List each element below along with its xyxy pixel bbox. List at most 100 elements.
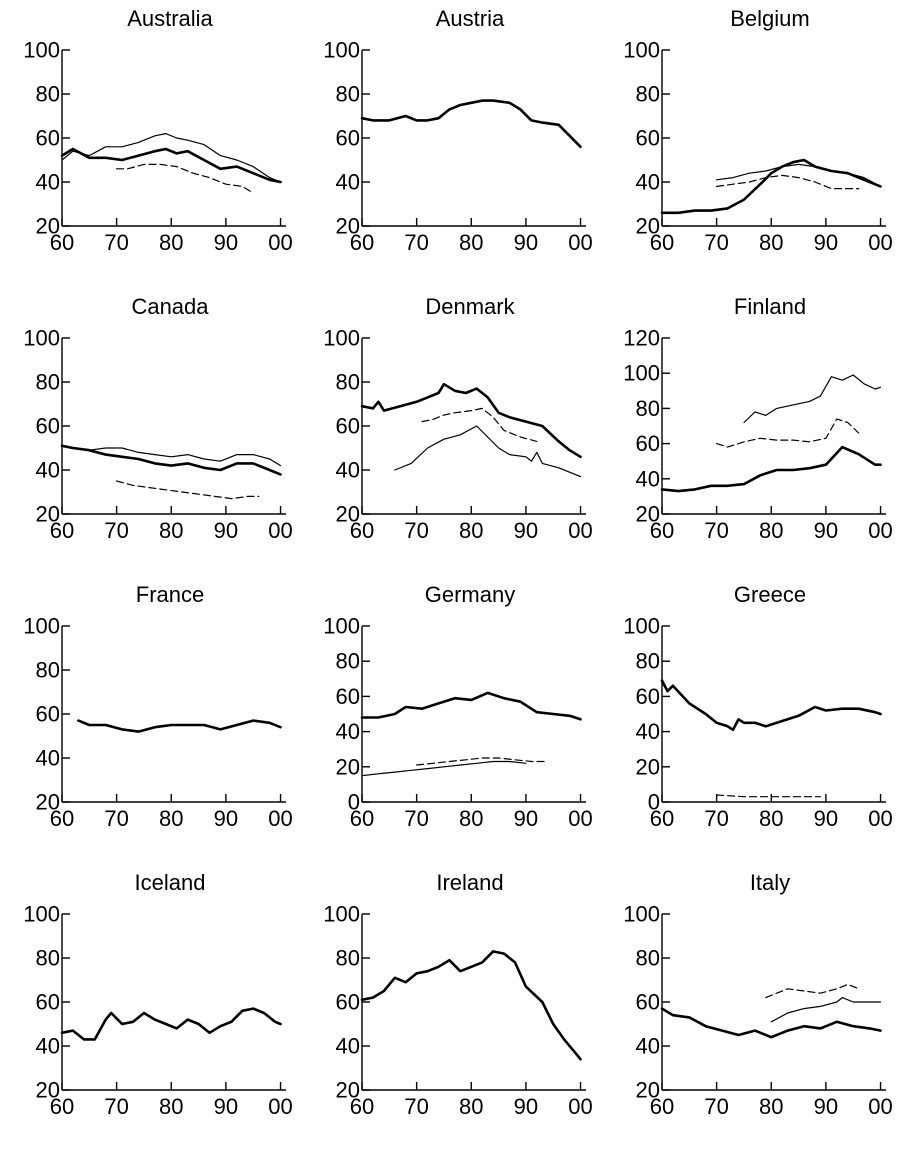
chart-svg: Italy 20 40 60 80 100 60 70 80 90 00 xyxy=(623,870,892,1119)
x-tick-label: 00 xyxy=(568,518,592,543)
y-tick-label: 80 xyxy=(636,82,660,107)
chart-panel: Ireland 20 40 60 80 100 60 70 80 90 00 xyxy=(300,864,600,1152)
y-tick-label: 100 xyxy=(23,902,60,927)
x-tick-label: 00 xyxy=(268,1094,292,1119)
x-tick-label: 60 xyxy=(350,518,374,543)
x-tick-label: 90 xyxy=(214,1094,238,1119)
x-tick-label: 00 xyxy=(568,806,592,831)
series-line-thick xyxy=(360,99,582,149)
x-tick-label: 60 xyxy=(350,230,374,255)
x-tick-label: 90 xyxy=(214,806,238,831)
chart-svg: Ireland 20 40 60 80 100 60 70 80 90 00 xyxy=(323,870,592,1119)
x-tick-label: 90 xyxy=(514,806,538,831)
y-tick-label: 80 xyxy=(336,370,360,395)
x-tick-label: 70 xyxy=(404,1094,428,1119)
chart-title: Austria xyxy=(436,6,505,31)
x-tick-label: 00 xyxy=(868,518,892,543)
y-tick-label: 40 xyxy=(636,466,660,491)
y-tick-label: 60 xyxy=(636,990,660,1015)
series-line-thick xyxy=(660,158,882,215)
series-line-dashed xyxy=(765,983,860,999)
chart-svg: Iceland 20 40 60 80 100 60 70 80 90 00 xyxy=(23,870,292,1119)
x-tick-label: 60 xyxy=(50,518,74,543)
x-tick-label: 60 xyxy=(650,230,674,255)
x-tick-label: 00 xyxy=(868,230,892,255)
chart-title: Finland xyxy=(734,294,806,319)
chart-title: France xyxy=(136,582,204,607)
y-tick-label: 0 xyxy=(348,790,360,815)
series-line-thick xyxy=(60,1007,282,1041)
x-tick-label: 00 xyxy=(868,806,892,831)
y-tick-label: 20 xyxy=(36,790,60,815)
y-tick-label: 40 xyxy=(36,1034,60,1059)
chart-svg: Germany 0 20 40 60 80 100 60 70 80 90 00 xyxy=(323,582,592,831)
chart-panel: Canada 20 40 60 80 100 60 70 80 90 00 xyxy=(0,288,300,576)
y-tick-label: 40 xyxy=(336,1034,360,1059)
x-tick-label: 80 xyxy=(159,230,183,255)
series-line-thick xyxy=(360,691,582,721)
y-tick-label: 40 xyxy=(336,170,360,195)
x-tick-label: 00 xyxy=(268,230,292,255)
series-line-dashed xyxy=(715,174,860,190)
x-tick-label: 60 xyxy=(50,806,74,831)
y-tick-label: 40 xyxy=(636,719,660,744)
x-tick-label: 80 xyxy=(759,230,783,255)
y-tick-label: 80 xyxy=(36,658,60,683)
x-tick-label: 80 xyxy=(159,1094,183,1119)
y-tick-label: 60 xyxy=(36,414,60,439)
y-tick-label: 80 xyxy=(36,946,60,971)
series-line-thick xyxy=(660,445,882,493)
x-tick-label: 70 xyxy=(104,1094,128,1119)
y-tick-label: 100 xyxy=(623,38,660,63)
y-tick-label: 40 xyxy=(36,458,60,483)
y-tick-label: 60 xyxy=(336,684,360,709)
x-tick-label: 80 xyxy=(159,806,183,831)
chart-title: Australia xyxy=(127,6,213,31)
chart-panel: Italy 20 40 60 80 100 60 70 80 90 00 xyxy=(600,864,900,1152)
y-tick-label: 80 xyxy=(336,82,360,107)
series-line-thick xyxy=(660,1007,882,1039)
y-tick-label: 20 xyxy=(636,502,660,527)
x-tick-label: 60 xyxy=(50,1094,74,1119)
x-tick-label: 90 xyxy=(214,518,238,543)
series-line-dashed xyxy=(715,418,860,448)
y-tick-label: 100 xyxy=(323,38,360,63)
y-tick-label: 100 xyxy=(23,614,60,639)
chart-svg: Australia 20 40 60 80 100 60 70 80 90 00 xyxy=(23,6,292,255)
chart-title: Germany xyxy=(425,582,515,607)
chart-svg: Greece 0 20 40 60 80 100 60 70 80 90 00 xyxy=(623,582,892,831)
y-tick-label: 40 xyxy=(36,746,60,771)
chart-panel: Australia 20 40 60 80 100 60 70 80 90 00 xyxy=(0,0,300,288)
x-tick-label: 70 xyxy=(704,518,728,543)
series-line-thin xyxy=(743,374,882,424)
chart-panel: Greece 0 20 40 60 80 100 60 70 80 90 00 xyxy=(600,576,900,864)
x-tick-label: 60 xyxy=(50,230,74,255)
x-tick-label: 60 xyxy=(350,1094,374,1119)
y-tick-label: 20 xyxy=(336,214,360,239)
series-line-thick xyxy=(60,444,282,476)
chart-panel: Finland 20 40 60 80 100 120 60 70 80 90 00 xyxy=(600,288,900,576)
series-line-thin xyxy=(770,997,882,1023)
chart-svg: Belgium 20 40 60 80 100 60 70 80 90 00 xyxy=(623,6,892,255)
y-tick-label: 100 xyxy=(23,326,60,351)
y-tick-label: 60 xyxy=(336,990,360,1015)
y-tick-label: 20 xyxy=(36,1078,60,1103)
series-line-dashed xyxy=(421,407,538,442)
y-tick-label: 60 xyxy=(636,431,660,456)
series-line-thick xyxy=(77,719,282,733)
series-line-dashed xyxy=(115,480,260,500)
chart-panel: Austria 20 40 60 80 100 60 70 80 90 00 xyxy=(300,0,600,288)
series-line-thin xyxy=(61,133,282,183)
chart-panel: France 20 40 60 80 100 60 70 80 90 00 xyxy=(0,576,300,864)
series-line-thick xyxy=(360,382,582,459)
x-tick-label: 80 xyxy=(759,806,783,831)
series-line-thin xyxy=(715,163,882,187)
chart-svg: France 20 40 60 80 100 60 70 80 90 00 xyxy=(23,582,292,831)
x-tick-label: 80 xyxy=(459,806,483,831)
x-tick-label: 80 xyxy=(459,518,483,543)
y-tick-label: 60 xyxy=(636,126,660,151)
x-tick-label: 60 xyxy=(650,1094,674,1119)
series-line-thick xyxy=(360,950,582,1061)
x-tick-label: 90 xyxy=(214,230,238,255)
